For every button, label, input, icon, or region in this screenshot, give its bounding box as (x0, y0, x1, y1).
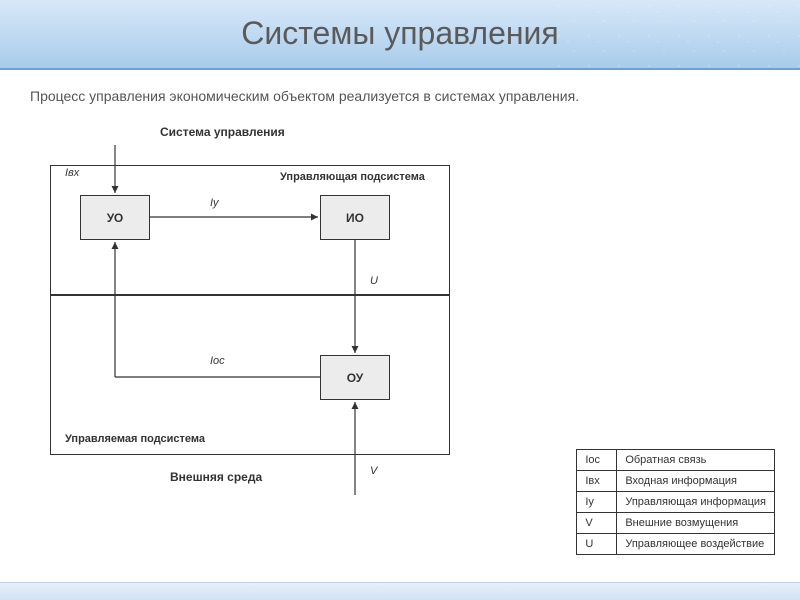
table-row: Iос Обратная связь (577, 450, 775, 471)
edge-label-v: V (370, 465, 377, 477)
header-pattern (550, 0, 800, 70)
table-row: V Внешние возмущения (577, 513, 775, 534)
control-system-diagram: Система управления Управляющая подсистем… (30, 125, 470, 525)
node-ou: ОУ (320, 355, 390, 400)
lower-subsystem-box (50, 295, 450, 455)
edge-label-ioc: Iос (210, 355, 225, 367)
legend-desc: Управляющая информация (617, 492, 775, 513)
node-io-label: ИО (346, 211, 364, 225)
node-uo-label: УО (107, 211, 124, 225)
subtitle-text: Процесс управления экономическим объекто… (0, 70, 800, 114)
legend-sym: Iос (577, 450, 617, 471)
edge-label-iy: Iу (210, 197, 219, 209)
table-row: Iу Управляющая информация (577, 492, 775, 513)
legend-sym: V (577, 513, 617, 534)
edge-label-ivx: Iвх (65, 167, 79, 179)
lower-subsystem-label: Управляемая подсистема (65, 433, 205, 445)
environment-label: Внешняя среда (170, 470, 262, 484)
legend-sym: U (577, 534, 617, 555)
node-ou-label: ОУ (347, 371, 364, 385)
legend-desc: Управляющее воздействие (617, 534, 775, 555)
legend-table: Iос Обратная связь Iвх Входная информаци… (576, 449, 775, 555)
header: Системы управления (0, 0, 800, 70)
table-row: U Управляющее воздействие (577, 534, 775, 555)
node-io: ИО (320, 195, 390, 240)
footer-bar (0, 582, 800, 600)
legend-sym: Iвх (577, 471, 617, 492)
edge-label-u: U (370, 275, 378, 287)
legend-sym: Iу (577, 492, 617, 513)
table-row: Iвх Входная информация (577, 471, 775, 492)
legend-desc: Внешние возмущения (617, 513, 775, 534)
legend-desc: Входная информация (617, 471, 775, 492)
upper-subsystem-label: Управляющая подсистема (280, 171, 425, 183)
system-label: Система управления (160, 125, 285, 139)
node-uo: УО (80, 195, 150, 240)
legend-desc: Обратная связь (617, 450, 775, 471)
